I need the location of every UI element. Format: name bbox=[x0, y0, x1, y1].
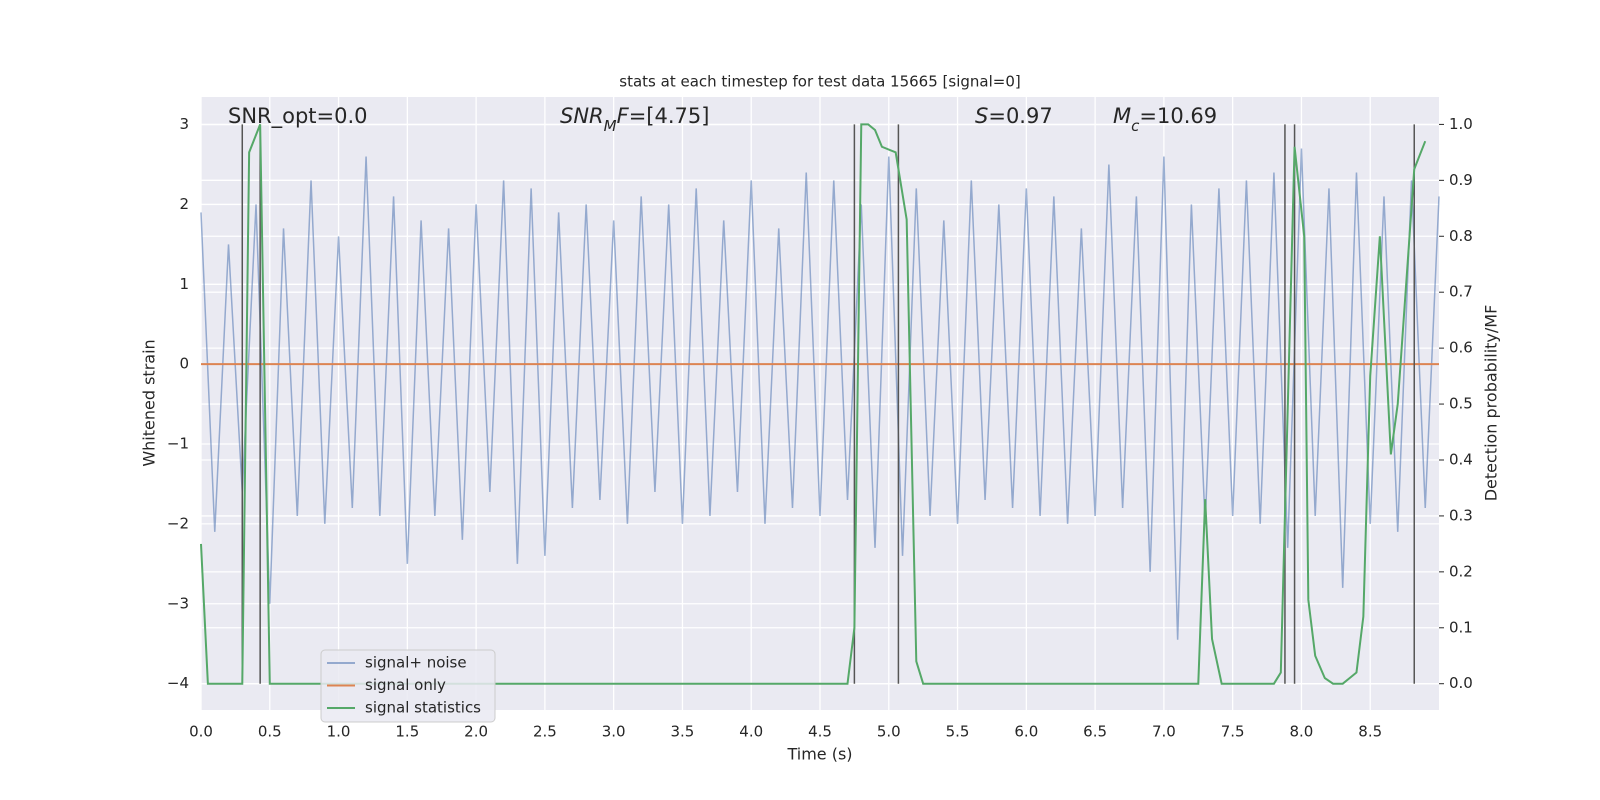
annotation-part: S bbox=[975, 104, 988, 128]
annotation: SNRMF=[4.75] bbox=[560, 104, 709, 135]
y2-tick-label: 0.7 bbox=[1449, 283, 1473, 301]
x-tick-label: 4.0 bbox=[739, 723, 763, 741]
x-tick-label: 6.5 bbox=[1083, 723, 1107, 741]
x-tick-label: 2.5 bbox=[533, 723, 557, 741]
annotation: SNR_opt=0.0 bbox=[228, 104, 368, 129]
y2-tick-label: 0.4 bbox=[1449, 450, 1473, 468]
x-tick-label: 6.0 bbox=[1014, 723, 1038, 741]
y-tick-label: 2 bbox=[179, 195, 189, 213]
annotation-part: SNR_opt=0.0 bbox=[228, 104, 368, 129]
y-tick-label: −1 bbox=[167, 435, 189, 453]
y2-tick-label: 0.8 bbox=[1449, 227, 1473, 245]
annotation-part: SNR bbox=[560, 104, 604, 128]
annotation-part: M bbox=[604, 117, 617, 135]
x-tick-label: 2.0 bbox=[464, 723, 488, 741]
x-tick-label: 0.5 bbox=[258, 723, 282, 741]
x-tick-label: 1.0 bbox=[327, 723, 351, 741]
legend-label: signal+ noise bbox=[365, 654, 467, 672]
x-axis-label: Time (s) bbox=[786, 745, 852, 764]
y-tick-label: 1 bbox=[179, 275, 189, 293]
y-tick-label: 3 bbox=[179, 115, 189, 133]
y-tick-label: 0 bbox=[179, 355, 189, 373]
y2-tick-label: 0.6 bbox=[1449, 339, 1473, 357]
annotation-part: =10.69 bbox=[1139, 104, 1217, 128]
x-tick-label: 5.0 bbox=[877, 723, 901, 741]
y-tick-label: −2 bbox=[167, 514, 189, 532]
series-line bbox=[200, 148, 1440, 640]
annotation-part: =[4.75] bbox=[629, 104, 710, 128]
x-tick-label: 0.0 bbox=[189, 723, 213, 741]
y2-axis-label: Detection probability/MF bbox=[1482, 305, 1501, 502]
x-tick-label: 4.5 bbox=[808, 723, 832, 741]
annotation-part: M bbox=[1113, 104, 1131, 128]
y2-tick-label: 0.2 bbox=[1449, 562, 1473, 580]
annotation-part: c bbox=[1131, 117, 1140, 135]
legend-label: signal statistics bbox=[365, 699, 481, 717]
y2-tick-label: 0.9 bbox=[1449, 171, 1473, 189]
y2-tick-label: 0.1 bbox=[1449, 618, 1473, 636]
x-tick-label: 7.0 bbox=[1152, 723, 1176, 741]
x-tick-label: 3.5 bbox=[671, 723, 695, 741]
y-tick-label: −3 bbox=[167, 594, 189, 612]
chart-title: stats at each timestep for test data 156… bbox=[619, 73, 1020, 91]
legend-box bbox=[320, 649, 496, 723]
y2-tick-label: 0.5 bbox=[1449, 395, 1473, 413]
y2-tick-label: 1.0 bbox=[1449, 115, 1473, 133]
y-axis-label: Whitened strain bbox=[140, 339, 159, 466]
y2-tick-label: 0.3 bbox=[1449, 506, 1473, 524]
y-tick-label: −4 bbox=[167, 674, 189, 692]
annotation: Mc=10.69 bbox=[1113, 104, 1217, 135]
annotation-part: =0.97 bbox=[988, 104, 1052, 128]
x-tick-label: 8.0 bbox=[1290, 723, 1314, 741]
x-tick-label: 5.5 bbox=[946, 723, 970, 741]
y2-tick-label: 0.0 bbox=[1449, 674, 1473, 692]
x-tick-label: 3.0 bbox=[602, 723, 626, 741]
annotation: S=0.97 bbox=[975, 104, 1053, 128]
legend-label: signal only bbox=[365, 676, 446, 694]
series-line bbox=[200, 123, 1427, 685]
x-tick-label: 8.5 bbox=[1358, 723, 1382, 741]
x-tick-label: 7.5 bbox=[1221, 723, 1245, 741]
x-tick-label: 1.5 bbox=[395, 723, 419, 741]
annotation-part: F bbox=[617, 104, 630, 128]
